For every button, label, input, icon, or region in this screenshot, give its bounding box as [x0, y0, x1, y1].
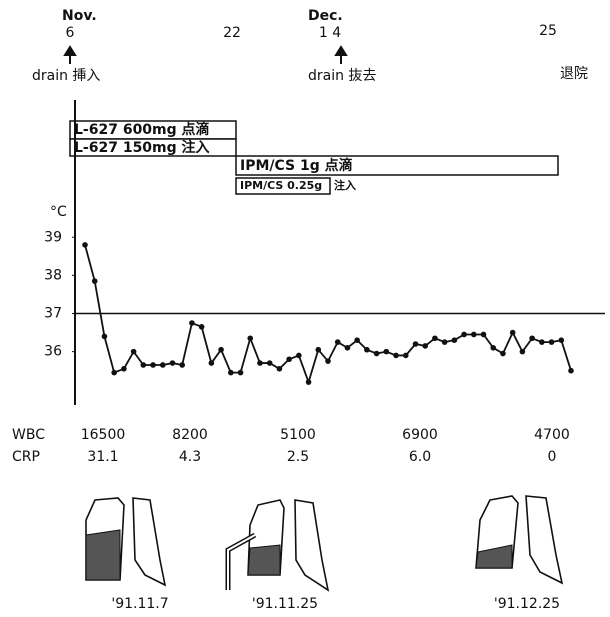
lab-value: 8200	[172, 427, 208, 443]
lab-value: 16500	[81, 427, 126, 443]
temperature-point	[413, 341, 419, 347]
temperature-point	[257, 360, 263, 366]
row-label: WBC	[12, 427, 45, 443]
temperature-point	[160, 362, 166, 368]
lab-value: 4.3	[179, 449, 201, 465]
temperature-point	[422, 343, 428, 349]
temperature-point	[384, 349, 390, 355]
temperature-point	[209, 360, 215, 366]
lab-value: 31.1	[87, 449, 118, 465]
event-label: 退院	[560, 66, 588, 82]
temperature-point	[238, 370, 244, 376]
month-label: Nov.	[62, 8, 97, 24]
temperature-point	[228, 370, 234, 376]
temperature-point	[92, 278, 98, 284]
temperature-point	[403, 353, 409, 359]
temperature-point	[131, 349, 137, 355]
xray-date: '91.12.25	[494, 596, 560, 612]
temperature-point	[315, 347, 321, 353]
month-label: Dec.	[308, 8, 343, 24]
temperature-point	[170, 360, 176, 366]
chart: Nov. 6 22 Dec. 1 4 25 drain 挿入 drain 抜去 …	[0, 0, 610, 617]
temperature-point	[529, 335, 535, 341]
row-label: CRP	[12, 449, 40, 465]
temperature-point	[558, 337, 564, 343]
lab-value: 6.0	[409, 449, 431, 465]
event-label: drain 挿入	[32, 68, 100, 84]
temperature-point	[296, 353, 302, 359]
temperature-point	[442, 339, 448, 345]
xray-date: '91.11.7	[111, 596, 168, 612]
temperature-point	[500, 351, 506, 357]
temperature-point	[461, 332, 467, 338]
lab-value: 6900	[402, 427, 438, 443]
temperature-point	[82, 242, 88, 248]
lab-value: 2.5	[287, 449, 309, 465]
lab-value: 4700	[534, 427, 570, 443]
temperature-point	[510, 330, 516, 336]
treatment-label: IPM/CS 1g 点滴	[240, 157, 353, 174]
temperature-point	[277, 366, 283, 372]
temperature-point	[393, 353, 399, 359]
y-tick-label: 36	[44, 344, 62, 360]
temperature-point	[111, 370, 117, 376]
temperature-point	[179, 362, 185, 368]
y-axis-label: °C	[50, 204, 67, 220]
arrows	[65, 47, 346, 64]
treatment-label: L-627 150mg 注入	[74, 139, 210, 156]
xray-sketches	[86, 496, 562, 590]
lab-table: WBC 16500 8200 5100 6900 4700 CRP 31.1 4.3 2.5 6.0…	[12, 427, 570, 465]
temperature-point	[199, 324, 205, 330]
temperature-point	[539, 339, 545, 345]
temperature-point	[189, 320, 195, 326]
temperature-point	[490, 345, 496, 351]
temperature-point	[452, 337, 458, 343]
treatment-label: 注入	[334, 178, 356, 192]
temperature-point	[432, 335, 438, 341]
xray-date: '91.11.25	[252, 596, 318, 612]
lab-value: 5100	[280, 427, 316, 443]
temperature-point	[286, 356, 292, 362]
temperature-point	[306, 379, 312, 385]
temperature-point	[374, 351, 380, 357]
temperature-point	[568, 368, 574, 374]
event-label: drain 抜去	[308, 68, 376, 84]
temperature-point	[267, 360, 273, 366]
y-tick-label: 38	[44, 267, 62, 283]
day-label: 22	[223, 25, 241, 41]
lab-value: 0	[548, 449, 557, 465]
temperature-point	[102, 334, 108, 340]
temperature-point	[471, 332, 477, 338]
temperature-point	[354, 337, 360, 343]
temperature-point	[121, 366, 127, 372]
temperature-point	[364, 347, 370, 353]
y-tick-label: 39	[44, 229, 62, 245]
day-label: 25	[539, 23, 557, 39]
day-label: 1 4	[319, 25, 341, 41]
treatment-label: L-627 600mg 点滴	[74, 121, 210, 138]
temperature-point	[325, 358, 331, 364]
temperature-point	[549, 339, 555, 345]
temperature-point	[150, 362, 156, 368]
day-label: 6	[66, 25, 75, 41]
treatment-label: IPM/CS 0.25g	[240, 179, 322, 192]
temperature-point	[481, 332, 487, 338]
y-tick-label: 37	[44, 306, 62, 322]
temperature-point	[218, 347, 224, 353]
temperature-point	[141, 362, 147, 368]
temperature-point	[247, 335, 253, 341]
temperature-point	[345, 345, 351, 351]
temperature-point	[335, 339, 341, 345]
temperature-point	[520, 349, 526, 355]
